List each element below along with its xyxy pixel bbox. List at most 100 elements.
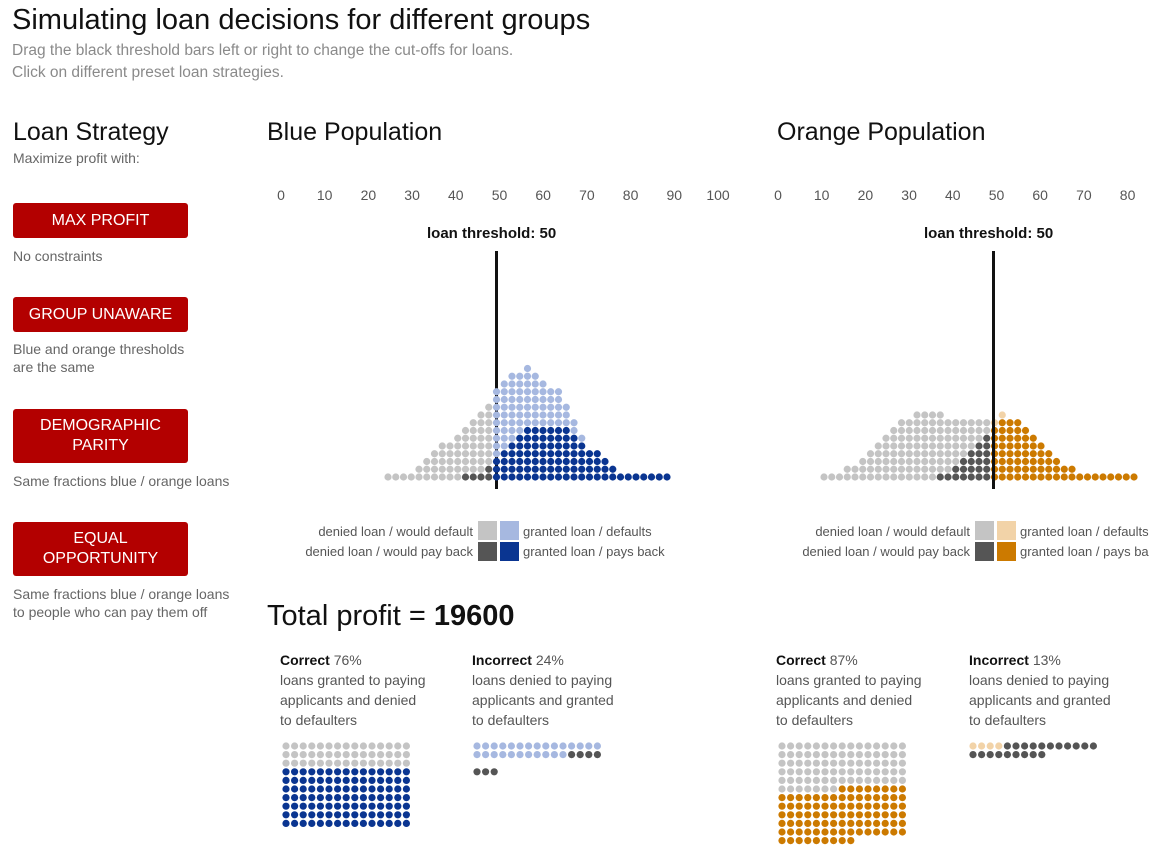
orange-score-dot — [1060, 465, 1068, 473]
orange-score-dot — [897, 450, 906, 458]
blue-correct-outcome-dot — [282, 819, 290, 828]
orange-correct-outcome-dot — [898, 759, 907, 767]
blue-legend-swatch-granted-payback — [500, 542, 519, 561]
blue-correct-outcome-dot — [308, 742, 316, 750]
orange-correct-outcome-dot — [890, 802, 898, 810]
blue-score-dot — [554, 388, 563, 396]
blue-score-dot — [539, 465, 547, 473]
orange-score-dot — [1029, 473, 1037, 481]
blue-legend-swatch-granted-default — [500, 521, 519, 540]
orange-incorrect-outcome-dot — [1012, 751, 1020, 759]
blue-score-dot — [539, 419, 547, 427]
orange-correct-outcome-dot — [778, 776, 786, 785]
orange-correct-outcome-dot — [864, 811, 872, 819]
blue-incorrect-label: Incorrect — [472, 652, 532, 668]
blue-correct-stat: Correct 76% loans granted to paying appl… — [280, 650, 440, 730]
demographic-parity-button[interactable]: DEMOGRAPHIC PARITY — [13, 409, 188, 463]
blue-correct-outcome-dot — [291, 785, 299, 793]
orange-score-dot — [928, 426, 937, 435]
blue-score-dot — [593, 465, 601, 473]
orange-correct-outcome-dot — [787, 794, 795, 802]
blue-score-dot — [461, 434, 470, 442]
max-profit-button[interactable]: MAX PROFIT — [13, 203, 188, 238]
blue-incorrect-outcome-dot — [516, 751, 524, 759]
orange-correct-outcome-dot — [890, 768, 898, 776]
blue-score-dot — [593, 473, 601, 481]
blue-score-dot — [562, 457, 570, 466]
blue-score-dot — [578, 442, 586, 450]
orange-score-dot — [851, 465, 859, 473]
orange-incorrect-outcome-dot — [986, 742, 994, 750]
blue-correct-outcome-dot — [325, 751, 333, 759]
blue-score-dot — [601, 457, 609, 466]
orange-correct-outcome-dot — [830, 837, 838, 845]
blue-correct-outcome-dot — [334, 819, 342, 828]
blue-population-title: Blue Population — [267, 118, 443, 146]
orange-legend-swatch-granted-default — [997, 521, 1016, 540]
orange-correct-outcome-dot — [778, 811, 786, 819]
blue-score-dot — [578, 434, 586, 442]
blue-correct-outcome-dot — [394, 794, 402, 802]
orange-correct-outcome-dot — [890, 776, 898, 785]
orange-correct-outcome-dot — [873, 802, 881, 810]
orange-correct-outcome-dot — [830, 742, 838, 750]
blue-score-dot — [562, 403, 570, 411]
blue-score-dot — [485, 403, 493, 411]
orange-score-dot — [998, 442, 1006, 450]
blue-incorrect-outcome-dot — [482, 768, 490, 776]
blue-correct-outcome-dot — [385, 819, 393, 828]
orange-correct-outcome-dot — [873, 828, 881, 836]
blue-score-dot — [523, 403, 532, 411]
blue-score-dot — [469, 473, 477, 481]
orange-score-dot — [936, 434, 944, 442]
orange-correct-outcome-dot — [890, 811, 898, 819]
blue-score-dot — [500, 450, 508, 458]
blue-correct-outcome-dot — [282, 811, 290, 819]
blue-score-dot — [469, 457, 477, 466]
blue-correct-outcome-dot — [316, 751, 324, 759]
equal-opportunity-button[interactable]: EQUAL OPPORTUNITY — [13, 522, 188, 576]
blue-correct-outcome-dot — [291, 742, 299, 750]
blue-score-dot — [547, 395, 555, 404]
blue-score-dot — [531, 395, 539, 404]
blue-score-dot — [539, 450, 547, 458]
blue-correct-outcome-dot — [299, 759, 307, 767]
orange-correct-outcome-dot — [804, 776, 812, 785]
orange-incorrect-outcome-dot — [1021, 742, 1029, 750]
orange-correct-outcome-dot — [830, 802, 838, 810]
orange-score-dot — [998, 473, 1006, 481]
blue-score-dot — [562, 411, 570, 419]
orange-score-dot — [843, 473, 851, 481]
orange-correct-outcome-dot — [847, 802, 855, 810]
orange-correct-outcome-dot — [787, 837, 795, 845]
blue-legend-swatch-denied-payback — [478, 542, 497, 561]
blue-threshold-handle[interactable] — [495, 251, 498, 489]
orange-correct-outcome-dot — [821, 819, 829, 828]
orange-correct-outcome-dot — [890, 828, 898, 836]
blue-correct-outcome-dot — [351, 802, 359, 810]
orange-score-dot — [921, 426, 929, 435]
group-unaware-button[interactable]: GROUP UNAWARE — [13, 297, 188, 332]
blue-correct-outcome-dot — [334, 759, 342, 767]
orange-incorrect-outcome-dot — [1012, 742, 1020, 750]
orange-correct-outcome-dot — [795, 742, 803, 750]
orange-correct-outcome-dot — [821, 742, 829, 750]
orange-score-dot — [874, 442, 882, 450]
blue-score-dot — [500, 434, 508, 442]
orange-correct-outcome-dot — [812, 785, 821, 793]
orange-score-dot — [905, 465, 913, 473]
orange-score-dot — [1037, 473, 1045, 481]
blue-correct-outcome-dot — [394, 759, 402, 767]
orange-score-dot — [1006, 419, 1014, 427]
orange-threshold-handle[interactable] — [992, 251, 995, 489]
orange-score-dot — [851, 473, 859, 481]
blue-score-dot — [454, 442, 462, 450]
blue-correct-outcome-dot — [368, 776, 376, 785]
orange-score-dot — [1083, 473, 1092, 481]
orange-correct-outcome-dot — [847, 776, 855, 785]
orange-incorrect-outcome-dot — [1055, 742, 1063, 750]
orange-score-dot — [859, 457, 867, 466]
blue-correct-outcome-dot — [385, 776, 393, 785]
group-unaware-button-label: GROUP UNAWARE — [28, 305, 173, 323]
blue-score-dot — [554, 457, 563, 466]
